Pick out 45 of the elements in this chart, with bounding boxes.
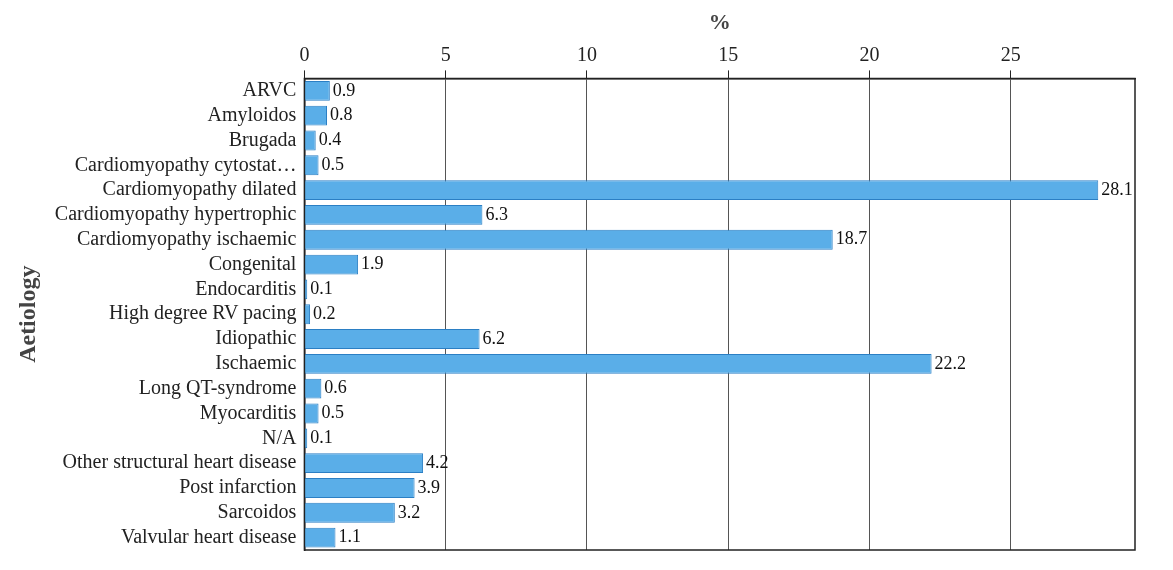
y-tick-label: Cardiomyopathy hypertrophic	[54, 202, 297, 226]
y-tick-label: Sarcoidos	[217, 500, 297, 523]
y-tick-label: Other structural heart disease	[62, 450, 297, 473]
x-tick-label: 25	[1000, 42, 1021, 65]
data-label: 1.9	[361, 253, 384, 274]
data-label: 1.1	[338, 526, 361, 547]
data-label: 0.1	[310, 427, 333, 448]
y-tick-label: ARVC	[242, 78, 297, 101]
y-tick-label: Congenital	[208, 251, 297, 275]
data-label: 6.3	[485, 203, 508, 224]
y-tick-label: Amyloidos	[207, 102, 297, 126]
data-label: 0.1	[310, 278, 333, 299]
data-label: 0.5	[321, 402, 345, 423]
x-tick-label: 15	[718, 42, 739, 65]
data-label: 6.2	[482, 327, 506, 348]
data-label: 0.2	[313, 302, 336, 323]
data-label: 18.7	[835, 228, 868, 249]
y-tick-label: Cardiomyopathy ischaemic	[77, 226, 297, 250]
data-label: 0.9	[332, 79, 356, 100]
y-tick-label: Post infarction	[179, 475, 297, 498]
data-label: 3.9	[417, 476, 441, 497]
y-tick-label: N/A	[261, 425, 297, 448]
x-tick-label: 10	[576, 42, 597, 65]
y-axis-title: Aetiology	[13, 265, 40, 363]
data-label: 28.1	[1101, 178, 1133, 199]
x-tick-label: 5	[440, 42, 451, 65]
y-tick-label: Myocarditis	[199, 400, 297, 424]
x-axis-title: %	[708, 8, 731, 34]
y-tick-label: Brugada	[228, 127, 297, 151]
y-tick-label: Cardiomyopathy cytostat…	[74, 152, 297, 176]
data-label: 22.2	[934, 352, 967, 373]
data-label: 0.4	[318, 129, 342, 150]
y-tick-label: Long QT-syndrome	[138, 375, 297, 399]
y-tick-label: Endocarditis	[195, 276, 297, 299]
y-tick-label: High degree RV pacing	[108, 301, 297, 325]
data-label: 0.8	[330, 104, 353, 125]
data-label: 0.5	[321, 154, 345, 175]
y-tick-label: Idiopathic	[215, 326, 297, 350]
y-tick-label: Ischaemic	[215, 351, 297, 374]
y-tick-label: Valvular heart disease	[120, 524, 297, 547]
data-label: 0.6	[324, 377, 347, 398]
x-tick-label: 20	[859, 42, 880, 65]
x-tick-label: 0	[299, 42, 310, 65]
y-tick-label: Cardiomyopathy dilated	[102, 177, 297, 201]
data-label: 3.2	[397, 501, 421, 522]
